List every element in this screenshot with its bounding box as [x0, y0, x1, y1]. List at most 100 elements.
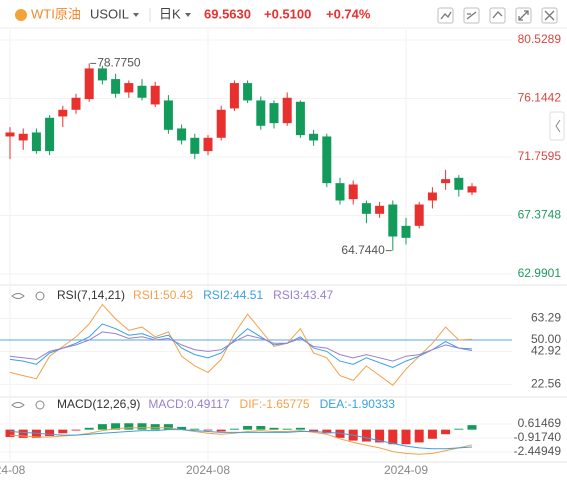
candle-body: [256, 100, 266, 126]
indicator-line: [9, 331, 473, 362]
macd-bar: [5, 429, 15, 437]
macd-bar: [309, 429, 319, 432]
candle-body: [401, 225, 411, 238]
candle-body: [203, 137, 213, 152]
candle-body: [229, 83, 239, 109]
macd-bar: [388, 429, 398, 445]
price-change: +0.5100: [264, 6, 311, 21]
candle-body: [137, 85, 147, 98]
macd-bar: [137, 423, 147, 430]
gear-icon[interactable]: [35, 291, 45, 301]
macd-bar: [229, 428, 239, 430]
gear-icon[interactable]: [35, 400, 45, 410]
candle-body: [269, 103, 279, 124]
candle-body: [282, 97, 292, 124]
candle-body: [18, 133, 28, 141]
legend-entry: RSI1:50.43: [133, 288, 193, 302]
tool-button[interactable]: [515, 7, 532, 24]
macd-bar: [414, 429, 424, 443]
candle-body: [150, 85, 160, 105]
candle-body: [454, 177, 464, 190]
price-change-pct: +0.74%: [326, 6, 371, 21]
macd-bar: [58, 429, 68, 434]
candle-body: [348, 184, 358, 200]
macd-bar: [203, 429, 213, 431]
period-select[interactable]: 日K: [159, 6, 181, 21]
candle-body: [97, 68, 107, 81]
x-tick-label: 2024-08: [186, 463, 230, 477]
macd-bar: [375, 429, 385, 443]
macd-bar: [150, 424, 160, 430]
candle-body: [31, 132, 41, 152]
candle-body: [335, 183, 345, 201]
tool-button[interactable]: [463, 7, 480, 24]
indicator-line: [9, 429, 473, 450]
candle-body: [124, 83, 134, 93]
y-tick-label: 80.5289: [518, 32, 562, 46]
candle-body: [216, 109, 226, 138]
macd-bar: [84, 427, 94, 430]
macd-bar: [361, 429, 371, 442]
tool-icon: [544, 10, 555, 21]
macd-bar: [322, 429, 332, 434]
macd-bar: [401, 429, 411, 445]
macd-bar: [97, 424, 107, 430]
indicator-title: MACD(12,26,9): [57, 397, 140, 411]
legend-entry: DEA:-1.90333: [320, 397, 396, 411]
instrument-symbol[interactable]: USOIL: [90, 6, 129, 21]
candle-body: [467, 186, 477, 193]
y-tick-label: 67.3748: [518, 208, 562, 222]
legend-entry: RSI3:43.47: [273, 288, 333, 302]
y-tick-label: 22.56: [531, 377, 561, 391]
collapse-button[interactable]: [549, 111, 565, 141]
y-tick-label: 42.92: [531, 344, 561, 358]
candle-body: [45, 117, 55, 152]
tool-button[interactable]: [489, 7, 506, 24]
candle-body: [361, 203, 371, 214]
eye-icon[interactable]: [11, 293, 25, 299]
y-tick-label: 62.9901: [518, 266, 562, 280]
collapse-icon: [555, 119, 561, 133]
toolbar: [437, 7, 558, 24]
flag-icon: [15, 9, 27, 21]
eye-icon[interactable]: [11, 402, 25, 408]
candle-body: [375, 205, 385, 214]
candle-body: [322, 136, 332, 184]
rsi-tools: [11, 291, 45, 410]
candle-body: [414, 204, 424, 226]
tool-icon: [492, 11, 503, 19]
candle-body: [190, 137, 200, 154]
plot-layer: 24-08 2024-08 2024-09 80.5289 76.1442 71.7595…: [0, 30, 561, 477]
y-tick-label: 76.1442: [518, 91, 562, 105]
annotation: 64.7440: [341, 243, 385, 257]
macd-bar: [441, 429, 451, 435]
candle-body: [58, 109, 68, 117]
candle-body: [441, 179, 451, 184]
macd-bar: [71, 429, 81, 431]
y-tick-label: -2.44949: [514, 444, 562, 458]
candle-body: [388, 204, 398, 237]
candle-body: [111, 79, 121, 94]
y-tick-label: 0.61469: [518, 416, 562, 430]
macd-bar: [163, 424, 173, 430]
indicator-line: [9, 303, 473, 386]
tool-icon: [466, 11, 477, 20]
candle-body: [427, 192, 437, 201]
tool-button[interactable]: [437, 7, 454, 24]
macd-bar: [467, 425, 477, 430]
legend-entry: RSI2:44.51: [203, 288, 263, 302]
candle-body: [177, 128, 187, 141]
tool-button[interactable]: [541, 7, 558, 24]
dropdown-arrow: [185, 13, 191, 17]
candle-body: [163, 100, 173, 130]
y-tick-label: 50.00: [531, 332, 561, 346]
y-tick-label: 71.7595: [518, 149, 562, 163]
macd-bar: [282, 428, 292, 430]
macd-bar: [256, 425, 266, 430]
dropdown-arrow: [133, 13, 139, 17]
legend-entry: MACD:0.49117: [148, 397, 229, 411]
candle-body: [243, 83, 253, 101]
macd-bar: [454, 428, 464, 430]
